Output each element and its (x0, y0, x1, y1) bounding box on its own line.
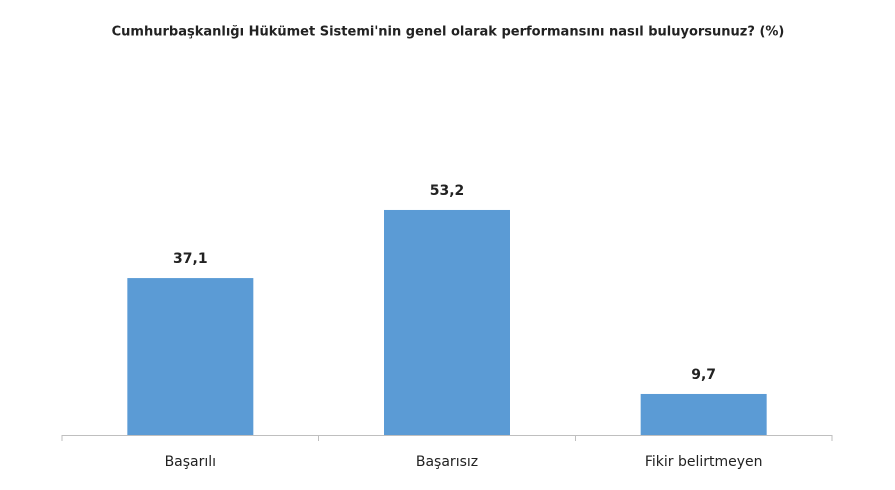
value-label: 53,2 (430, 183, 465, 199)
bar (127, 278, 254, 435)
value-label: 9,7 (691, 367, 716, 383)
x-tick-label: Başarılı (165, 454, 216, 470)
category-separators (61, 435, 833, 441)
chart-title: Cumhurbaşkanlığı Hükümet Sistemi'nin gen… (112, 25, 785, 40)
value-label: 37,1 (173, 251, 208, 267)
x-tick-label: Fikir belirtmeyen (645, 454, 763, 470)
x-tick-label: Başarısız (416, 454, 478, 470)
bar (640, 393, 767, 435)
bar (384, 209, 510, 435)
